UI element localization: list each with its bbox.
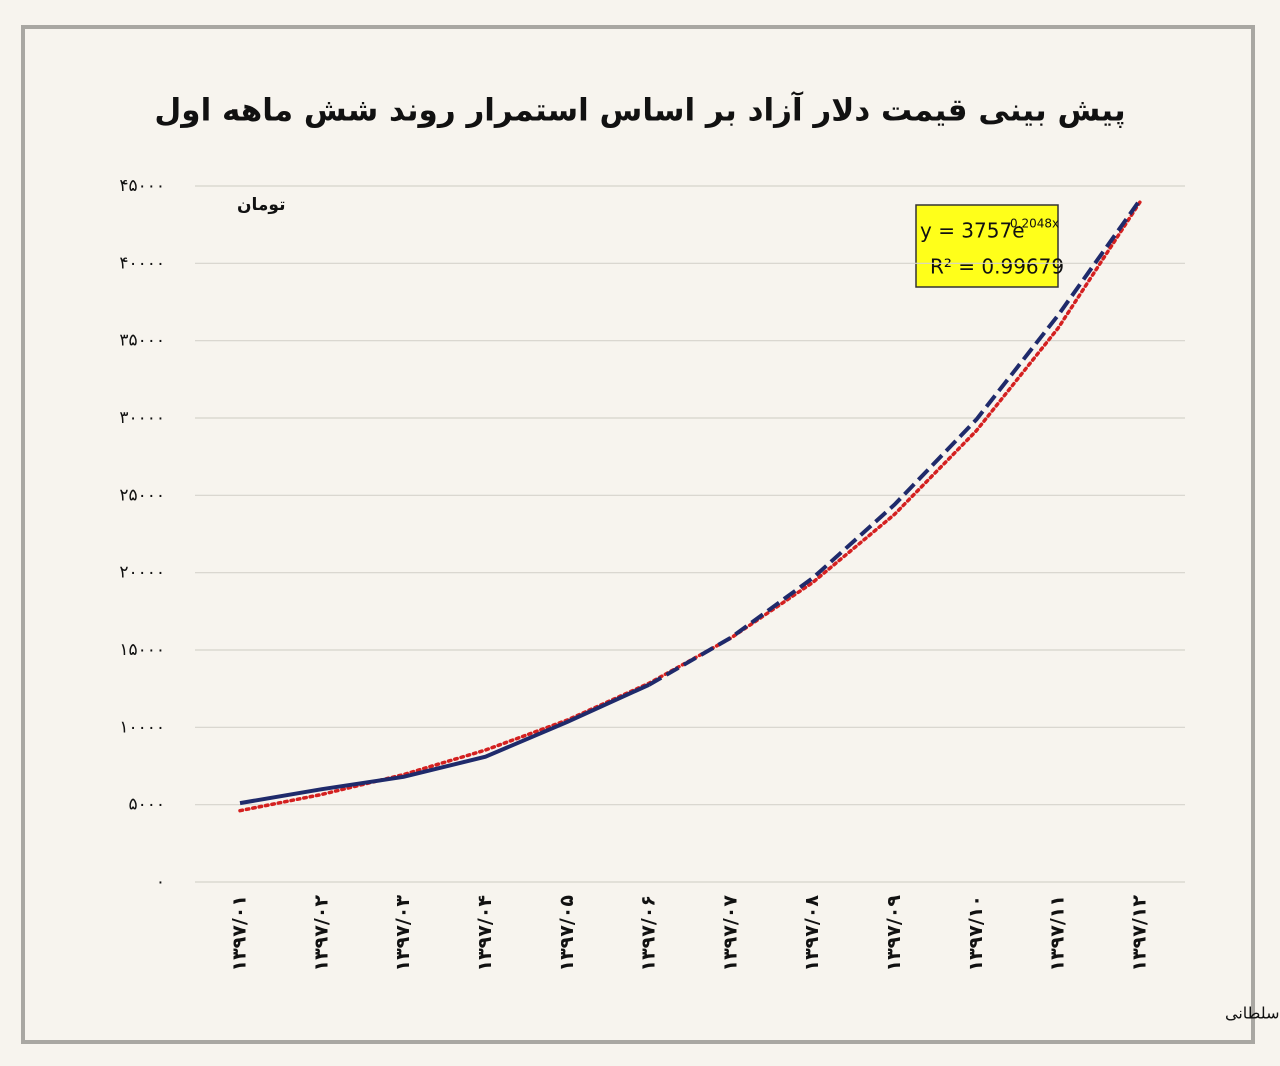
x-tick-label: ۱۳۹۷/۰۸: [801, 895, 823, 972]
x-tick-label: ۱۳۹۷/۱۱: [1047, 895, 1069, 972]
y-tick-label: ۱۵۰۰۰: [119, 640, 165, 660]
y-tick-label: ۳۵۰۰۰: [119, 331, 165, 351]
line-series: [648, 198, 1142, 687]
equation: y = 3757e: [920, 219, 1025, 243]
y-tick-label: ۰: [156, 872, 165, 892]
x-tick-label: ۱۳۹۷/۰۷: [719, 895, 741, 972]
y-tick-label: ۲۵۰۰۰: [119, 485, 165, 505]
x-tick-label: ۱۳۹۷/۱۰: [965, 895, 987, 972]
r-squared: R² = 0.99679: [930, 255, 1064, 279]
y-axis-label: تومان: [237, 195, 285, 215]
equation-box: [915, 204, 1059, 288]
frame: [21, 25, 1255, 1044]
credit: تحلیل و استنتاج: حسین راغفر و احسان سلطا…: [1225, 1004, 1280, 1024]
y-tick-label: ۳۰۰۰۰: [119, 408, 165, 428]
x-tick-label: ۱۳۹۷/۰۵: [556, 895, 578, 972]
equation-exponent: 0.2048x: [1010, 217, 1059, 231]
x-tick-label: ۱۳۹۷/۰۶: [638, 895, 660, 972]
x-tick-label: ۱۳۹۷/۱۲: [1129, 895, 1151, 972]
y-tick-label: ۲۰۰۰۰: [119, 563, 165, 583]
y-tick-label: ۱۰۰۰۰: [119, 717, 165, 737]
x-tick-label: ۱۳۹۷/۰۳: [392, 895, 414, 972]
x-tick-label: ۱۳۹۷/۰۲: [310, 895, 332, 972]
chart-title: پیش بینی قیمت دلار آزاد بر اساس استمرار …: [154, 91, 1125, 129]
y-tick-label: ۴۵۰۰۰: [119, 176, 165, 196]
y-tick-label: ۵۰۰۰: [128, 795, 165, 815]
x-tick-label: ۱۳۹۷/۰۹: [883, 895, 905, 972]
y-tick-label: ۴۰۰۰۰: [119, 253, 165, 273]
x-tick-label: ۱۳۹۷/۰۱: [229, 895, 251, 972]
line-series: [239, 682, 650, 806]
x-tick-label: ۱۳۹۷/۰۴: [474, 895, 496, 972]
